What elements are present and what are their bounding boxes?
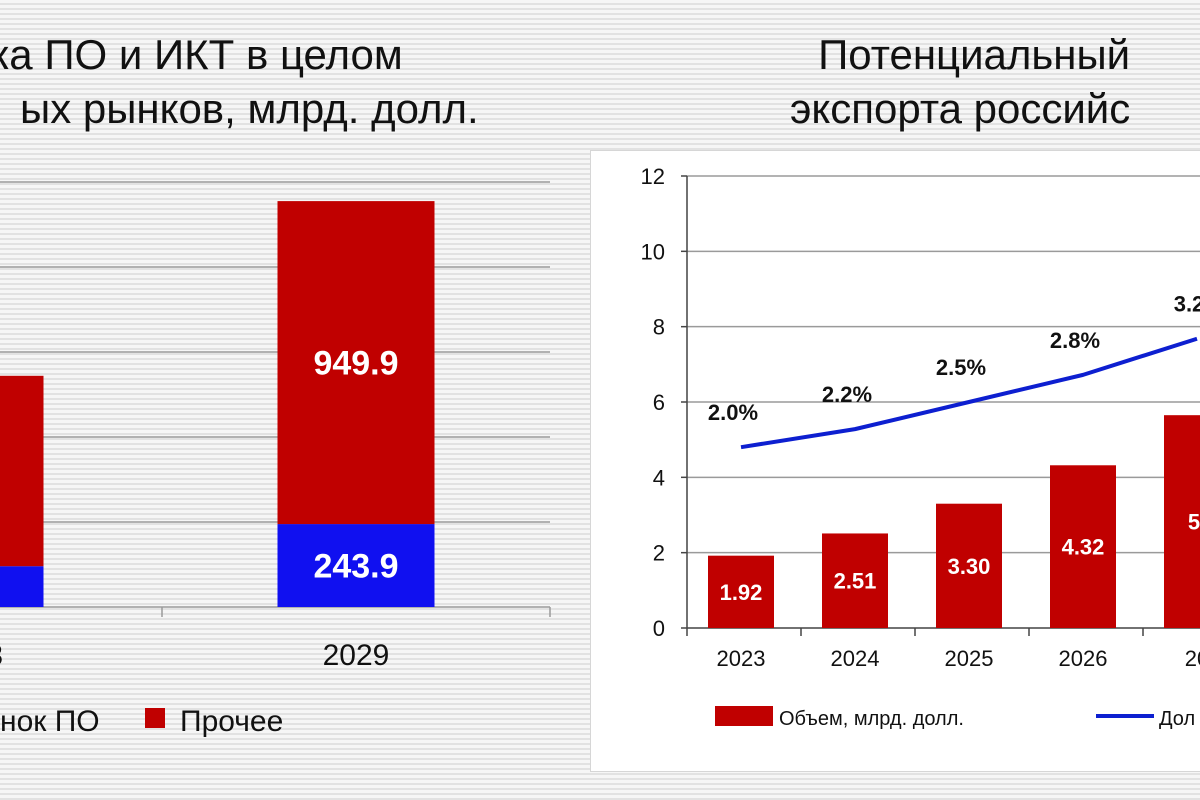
left-title-line-2: ых рынков, млрд. долл. xyxy=(20,85,479,132)
right-chart-title: Потенциальный экспорта российс xyxy=(790,28,1130,136)
bar-segment xyxy=(0,375,44,567)
y-tick-label: 6 xyxy=(653,390,665,415)
legend-swatch-other xyxy=(145,708,165,728)
right-title-line-2: экспорта российс xyxy=(790,85,1131,132)
right-combo-chart: 0246810121.9220232.5120243.3020254.32202… xyxy=(641,164,1200,730)
bar xyxy=(936,503,1002,628)
y-tick-label: 0 xyxy=(653,616,665,641)
x-tick-label: 2026 xyxy=(1059,646,1108,671)
legend-label-line: Дол xyxy=(1159,708,1195,730)
left-chart-title: ка ПО и ИКТ в целом ых рынков, млрд. дол… xyxy=(0,28,479,136)
bar-segment xyxy=(277,201,435,525)
legend-label-software: нок ПО xyxy=(0,705,100,738)
bar-data-label: 3.30 xyxy=(948,554,991,579)
x-tick-label: 20 xyxy=(1185,646,1200,671)
y-tick-label: 12 xyxy=(641,164,665,189)
x-tick-label: 2025 xyxy=(945,646,994,671)
bar xyxy=(1164,415,1200,628)
bar-segment xyxy=(0,566,44,607)
legend-label-bars: Объем, млрд. долл. xyxy=(779,708,964,730)
x-tick-label: 2024 xyxy=(831,646,880,671)
x-tick-label: 2023 xyxy=(717,646,766,671)
data-label: 949.9 xyxy=(313,345,398,383)
share-line xyxy=(740,336,1198,450)
line-data-label: 3.2 xyxy=(1174,292,1200,317)
bar xyxy=(822,533,888,628)
bar-data-label: 4.32 xyxy=(1062,535,1105,560)
y-tick-label: 10 xyxy=(641,239,665,264)
line-data-label: 2.2% xyxy=(822,382,872,407)
line-data-label: 2.8% xyxy=(1050,328,1100,353)
legend-swatch-bars xyxy=(715,706,773,726)
y-tick-label: 2 xyxy=(653,541,665,566)
bar xyxy=(1050,465,1116,628)
line-data-label: 2.5% xyxy=(936,355,986,380)
x-tick-label: 3 xyxy=(0,639,3,672)
line-data-label: 2.0% xyxy=(708,400,758,425)
bar-segment xyxy=(277,524,435,607)
left-title-line-1: ка ПО и ИКТ в целом xyxy=(0,31,403,78)
bar-data-label: 5. xyxy=(1188,510,1200,535)
x-tick-label: 2029 xyxy=(323,639,390,672)
right-chart-panel: 0 2 4 6 8 10 12 1.92 2023 2.51 2024 3.30 2025 4.32 202… xyxy=(590,150,1200,772)
bar xyxy=(708,555,774,628)
bar-data-label: 1.92 xyxy=(720,580,763,605)
y-tick-label: 8 xyxy=(653,315,665,340)
right-title-line-1: Потенциальный xyxy=(818,31,1131,78)
legend-label-other: Прочее xyxy=(180,705,283,738)
data-label: 243.9 xyxy=(313,548,398,586)
bar-data-label: 2.51 xyxy=(834,569,877,594)
y-tick-label: 4 xyxy=(653,465,665,490)
